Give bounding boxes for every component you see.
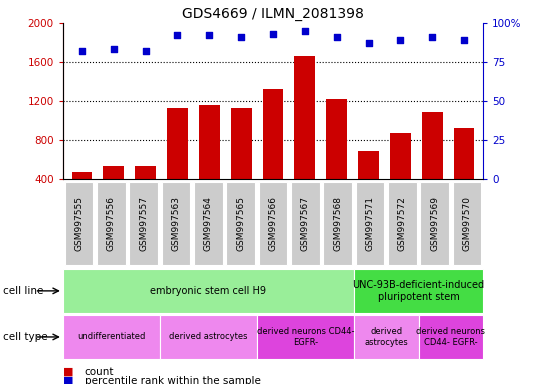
Bar bbox=[227, 182, 255, 265]
Bar bbox=[162, 182, 190, 265]
Bar bbox=[453, 182, 481, 265]
Text: derived
astrocytes: derived astrocytes bbox=[364, 327, 408, 347]
Text: derived neurons CD44-
EGFR-: derived neurons CD44- EGFR- bbox=[257, 327, 354, 347]
Text: GSM997572: GSM997572 bbox=[398, 196, 407, 251]
Bar bbox=[199, 105, 219, 217]
Text: GSM997568: GSM997568 bbox=[333, 196, 342, 251]
Text: GSM997571: GSM997571 bbox=[365, 196, 375, 251]
Text: derived neurons
CD44- EGFR-: derived neurons CD44- EGFR- bbox=[417, 327, 485, 347]
Text: UNC-93B-deficient-induced
pluripotent stem: UNC-93B-deficient-induced pluripotent st… bbox=[353, 280, 485, 302]
Bar bbox=[65, 182, 93, 265]
Point bbox=[109, 46, 118, 53]
Bar bbox=[327, 99, 347, 217]
Text: GSM997567: GSM997567 bbox=[301, 196, 310, 251]
Text: cell type: cell type bbox=[3, 332, 48, 342]
Point bbox=[396, 37, 405, 43]
Bar bbox=[294, 56, 315, 217]
Point bbox=[333, 34, 341, 40]
Text: ■: ■ bbox=[63, 376, 73, 384]
Point bbox=[78, 48, 86, 54]
Bar bbox=[291, 182, 319, 265]
Text: GSM997556: GSM997556 bbox=[107, 196, 116, 251]
Bar bbox=[103, 166, 124, 217]
Point bbox=[205, 32, 213, 38]
Bar bbox=[323, 182, 352, 265]
Point bbox=[237, 34, 246, 40]
Bar bbox=[259, 182, 287, 265]
Bar bbox=[97, 182, 126, 265]
Text: GSM997555: GSM997555 bbox=[74, 196, 84, 251]
Bar bbox=[167, 108, 188, 217]
Text: cell line: cell line bbox=[3, 286, 43, 296]
Bar bbox=[356, 182, 384, 265]
Bar bbox=[358, 151, 379, 217]
Text: GSM997565: GSM997565 bbox=[236, 196, 245, 251]
Text: percentile rank within the sample: percentile rank within the sample bbox=[85, 376, 260, 384]
Text: GSM997569: GSM997569 bbox=[430, 196, 439, 251]
Point bbox=[269, 31, 277, 37]
Bar bbox=[129, 182, 158, 265]
Text: derived astrocytes: derived astrocytes bbox=[169, 333, 247, 341]
Bar bbox=[420, 182, 449, 265]
Bar bbox=[454, 128, 474, 217]
Text: undifferentiated: undifferentiated bbox=[77, 333, 145, 341]
Point bbox=[141, 48, 150, 54]
Point bbox=[300, 28, 309, 34]
Text: embryonic stem cell H9: embryonic stem cell H9 bbox=[150, 286, 266, 296]
Text: ■: ■ bbox=[63, 367, 73, 377]
Text: GSM997566: GSM997566 bbox=[269, 196, 277, 251]
Title: GDS4669 / ILMN_2081398: GDS4669 / ILMN_2081398 bbox=[182, 7, 364, 21]
Bar bbox=[263, 89, 283, 217]
Text: count: count bbox=[85, 367, 114, 377]
Bar bbox=[231, 108, 252, 217]
Point bbox=[428, 34, 437, 40]
Bar bbox=[390, 133, 411, 217]
Bar bbox=[135, 166, 156, 217]
Bar bbox=[422, 113, 443, 217]
Text: GSM997570: GSM997570 bbox=[462, 196, 472, 251]
Bar bbox=[72, 172, 92, 217]
Point bbox=[364, 40, 373, 46]
Text: GSM997557: GSM997557 bbox=[139, 196, 148, 251]
Bar bbox=[194, 182, 223, 265]
Point bbox=[460, 37, 468, 43]
Point bbox=[173, 32, 182, 38]
Text: GSM997563: GSM997563 bbox=[171, 196, 181, 251]
Text: GSM997564: GSM997564 bbox=[204, 196, 213, 251]
Bar bbox=[388, 182, 417, 265]
